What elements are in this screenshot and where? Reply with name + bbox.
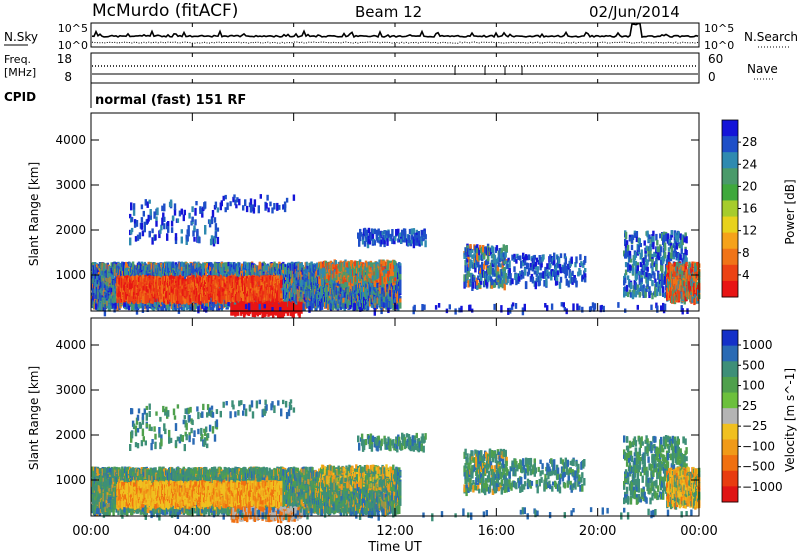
nave-tick-bottom: 0 <box>708 70 716 84</box>
echo-cell <box>116 302 119 311</box>
noise-tick-top-left: 10^5 <box>58 22 88 35</box>
nsky-trace <box>91 22 699 39</box>
echo-cell <box>125 261 128 268</box>
echo-cell <box>150 262 153 270</box>
nsky-label: N.Sky <box>4 30 38 44</box>
beam-title: Beam 12 <box>355 3 422 21</box>
freq-label-line1: Freq. <box>4 53 31 66</box>
echo-cell <box>177 272 181 278</box>
echo-cell <box>139 302 143 307</box>
freq-panel: Freq. [MHz] 18 8 60 0 Nave <box>4 52 778 84</box>
echo-cell <box>93 262 97 268</box>
nsearch-label: N.Search <box>744 30 798 44</box>
echo-cell <box>194 303 197 310</box>
cpid-text: normal (fast) 151 RF <box>95 93 246 108</box>
noise-tick-bottom-left: 10^0 <box>58 39 88 52</box>
echo-cell <box>129 262 132 268</box>
echo-cell <box>180 266 184 271</box>
noise-tick-bottom-right: 10^0 <box>704 39 734 52</box>
echo-cell <box>110 262 113 270</box>
cpid-panel: CPID normal (fast) 151 RF <box>4 83 246 108</box>
echo-cell <box>180 261 184 268</box>
echo-cell <box>129 302 132 307</box>
echo-cell <box>98 299 102 308</box>
freq-label-line2: [MHz] <box>4 66 36 79</box>
noise-panel: N.Sky 10^5 10^0 10^5 10^0 N.Search <box>4 22 798 52</box>
echo-cell <box>96 303 100 312</box>
echo-cell <box>192 265 195 274</box>
echo-cell <box>110 287 113 295</box>
echo-cell <box>99 292 103 301</box>
power-data <box>91 194 701 319</box>
nave-tick-top: 60 <box>708 52 723 66</box>
echo-cell <box>111 274 114 279</box>
echo-cell <box>171 261 175 269</box>
echo-cell <box>93 269 97 275</box>
echo-cell <box>133 265 137 272</box>
date-title: 02/Jun/2014 <box>589 3 680 21</box>
cpid-label: CPID <box>4 90 36 104</box>
echo-cell <box>190 262 193 270</box>
noise-tick-top-right: 10^5 <box>704 22 734 35</box>
echo-cell <box>182 304 185 312</box>
echo-cell <box>137 261 141 267</box>
nsearch-trace <box>91 41 699 44</box>
station-title: McMurdo (fitACF) <box>92 1 238 21</box>
freq-tick-bottom: 8 <box>64 70 72 84</box>
echo-cell <box>155 304 158 310</box>
nave-label: Nave <box>747 62 778 76</box>
echo-cell <box>100 276 104 283</box>
freq-tick-top: 18 <box>57 52 72 66</box>
echo-cell <box>174 303 178 311</box>
echo-cell <box>185 302 188 311</box>
echo-cell <box>168 261 171 267</box>
